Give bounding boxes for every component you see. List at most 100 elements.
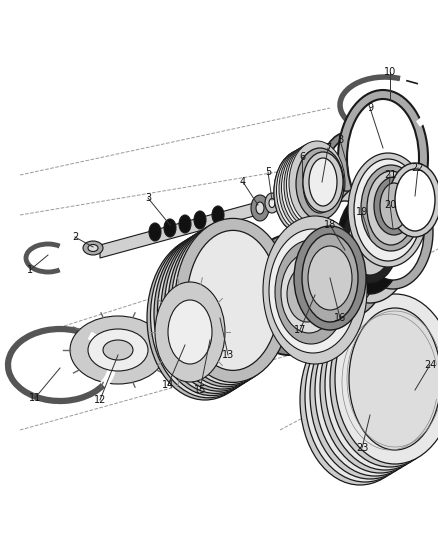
Ellipse shape: [281, 253, 337, 333]
Text: 7: 7: [325, 143, 331, 153]
Text: 16: 16: [334, 313, 346, 323]
Text: 13: 13: [222, 350, 234, 360]
Ellipse shape: [303, 155, 337, 213]
Ellipse shape: [282, 146, 338, 230]
Ellipse shape: [320, 303, 438, 473]
Ellipse shape: [170, 241, 261, 382]
Text: 18: 18: [324, 220, 336, 230]
Ellipse shape: [162, 246, 254, 386]
Ellipse shape: [354, 159, 422, 261]
Ellipse shape: [173, 239, 265, 379]
Ellipse shape: [315, 306, 435, 476]
Ellipse shape: [88, 245, 98, 252]
Ellipse shape: [328, 183, 412, 303]
Ellipse shape: [374, 177, 414, 235]
Ellipse shape: [380, 183, 408, 229]
Ellipse shape: [294, 150, 335, 219]
Ellipse shape: [177, 237, 268, 377]
Ellipse shape: [255, 244, 321, 346]
Ellipse shape: [308, 246, 352, 310]
Ellipse shape: [279, 147, 335, 231]
Ellipse shape: [251, 195, 269, 221]
Ellipse shape: [302, 234, 358, 322]
Ellipse shape: [367, 171, 415, 245]
Ellipse shape: [147, 236, 263, 400]
Ellipse shape: [344, 311, 436, 453]
Ellipse shape: [256, 202, 264, 214]
Ellipse shape: [263, 216, 367, 364]
Ellipse shape: [294, 226, 366, 330]
Ellipse shape: [88, 329, 148, 371]
Ellipse shape: [338, 90, 428, 226]
Ellipse shape: [164, 219, 176, 237]
Ellipse shape: [83, 241, 103, 255]
Text: 24: 24: [424, 360, 436, 370]
Ellipse shape: [290, 162, 322, 210]
Text: 9: 9: [367, 103, 373, 113]
Ellipse shape: [151, 234, 266, 398]
Ellipse shape: [180, 235, 272, 375]
Ellipse shape: [265, 193, 279, 213]
Ellipse shape: [194, 211, 206, 229]
Ellipse shape: [314, 329, 406, 471]
Ellipse shape: [179, 215, 191, 233]
Ellipse shape: [172, 221, 287, 385]
Text: 6: 6: [299, 152, 305, 162]
Ellipse shape: [353, 175, 433, 289]
Ellipse shape: [300, 191, 390, 319]
Ellipse shape: [285, 157, 325, 224]
Ellipse shape: [300, 315, 420, 485]
Ellipse shape: [290, 154, 329, 222]
Text: 1: 1: [27, 265, 33, 275]
Ellipse shape: [361, 165, 421, 251]
Text: 21: 21: [384, 170, 396, 180]
Ellipse shape: [303, 152, 343, 212]
Ellipse shape: [339, 314, 431, 456]
Text: 14: 14: [162, 380, 174, 390]
Ellipse shape: [275, 240, 347, 344]
Ellipse shape: [70, 316, 166, 384]
Text: 2: 2: [72, 232, 78, 242]
Ellipse shape: [292, 152, 332, 220]
Ellipse shape: [286, 142, 343, 227]
Ellipse shape: [149, 223, 161, 241]
Ellipse shape: [276, 149, 332, 232]
Ellipse shape: [342, 203, 398, 283]
Ellipse shape: [246, 235, 330, 355]
Text: 4: 4: [240, 177, 246, 187]
Ellipse shape: [348, 211, 392, 275]
Ellipse shape: [320, 132, 376, 216]
Ellipse shape: [362, 184, 424, 280]
Ellipse shape: [305, 312, 425, 482]
Ellipse shape: [329, 320, 421, 462]
Ellipse shape: [166, 244, 258, 384]
Text: 12: 12: [94, 395, 106, 405]
Ellipse shape: [269, 198, 275, 207]
Text: 15: 15: [194, 385, 206, 395]
Ellipse shape: [349, 308, 438, 450]
Text: 3: 3: [145, 193, 151, 203]
Ellipse shape: [212, 206, 224, 224]
Ellipse shape: [159, 248, 251, 388]
Text: 20: 20: [384, 200, 396, 210]
Ellipse shape: [168, 223, 284, 387]
Ellipse shape: [310, 309, 430, 479]
Ellipse shape: [310, 201, 380, 309]
Ellipse shape: [330, 297, 438, 467]
Ellipse shape: [296, 148, 344, 220]
Text: 8: 8: [337, 135, 343, 145]
Ellipse shape: [347, 99, 419, 217]
Ellipse shape: [389, 163, 438, 237]
Ellipse shape: [297, 149, 337, 217]
Ellipse shape: [298, 169, 318, 199]
Ellipse shape: [335, 294, 438, 464]
Ellipse shape: [274, 150, 330, 234]
Ellipse shape: [289, 141, 345, 225]
Ellipse shape: [154, 232, 270, 395]
Ellipse shape: [184, 232, 276, 373]
Text: 22: 22: [412, 163, 424, 173]
Ellipse shape: [395, 169, 435, 231]
Ellipse shape: [158, 229, 273, 393]
Text: 10: 10: [384, 67, 396, 77]
Ellipse shape: [287, 155, 327, 223]
